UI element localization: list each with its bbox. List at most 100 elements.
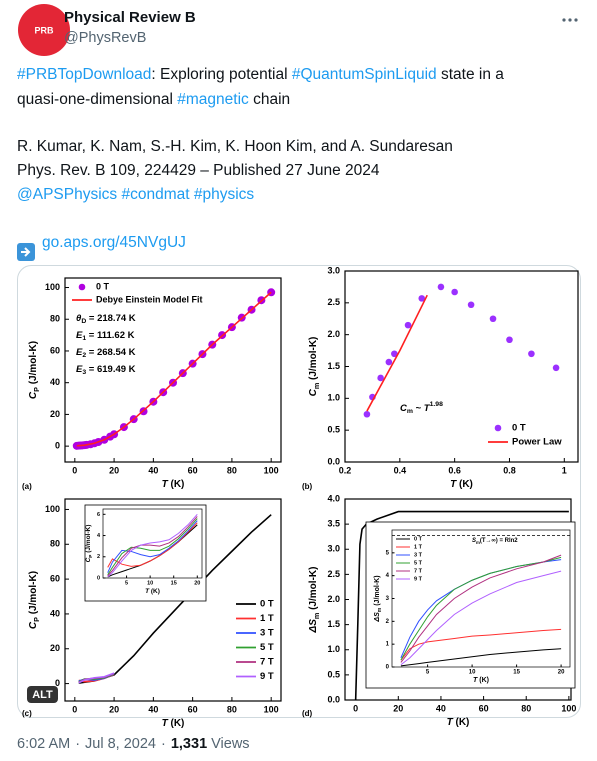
label: T (K) bbox=[450, 479, 473, 490]
label: Cm (J/mol-K) bbox=[308, 337, 322, 397]
label: Sm(T→∞) = Rln2 bbox=[472, 538, 518, 545]
x-tick-label: 0 bbox=[72, 465, 77, 475]
label-part: T bbox=[473, 677, 478, 684]
author-handle[interactable]: @PhysRevB bbox=[64, 30, 147, 46]
label-part: (J/mol-K) bbox=[28, 341, 39, 387]
x-tick-label: 100 bbox=[561, 703, 576, 713]
label-part: 3 bbox=[82, 369, 86, 376]
data-point bbox=[404, 321, 412, 329]
link[interactable]: #physics bbox=[193, 186, 255, 203]
legend-label: 5 T bbox=[414, 560, 423, 566]
panel-label: (c) bbox=[22, 709, 32, 718]
label-part: (J/mol-K) bbox=[85, 525, 92, 555]
x-tick-label: 20 bbox=[558, 670, 565, 676]
y-tick-label: 80 bbox=[50, 314, 60, 324]
y-tick-label: 4.0 bbox=[327, 493, 340, 503]
x-tick-label: 0.2 bbox=[339, 465, 352, 475]
label-part: 1 bbox=[82, 335, 86, 342]
label-part: T bbox=[145, 588, 150, 595]
x-tick-label: 100 bbox=[264, 465, 279, 475]
y-tick-label: 100 bbox=[45, 282, 60, 292]
y-tick-label: 6 bbox=[97, 512, 100, 518]
x-tick-label: 0 bbox=[72, 704, 77, 714]
label-part: m bbox=[476, 540, 480, 545]
inset-frame bbox=[365, 521, 576, 689]
legend-label: 5 T bbox=[260, 642, 274, 653]
label: T (K) bbox=[447, 717, 470, 728]
author-name[interactable]: Physical Review B bbox=[64, 9, 196, 26]
label-part: 1.98 bbox=[430, 401, 443, 408]
x-tick-label: 1 bbox=[562, 465, 567, 475]
data-line bbox=[366, 294, 428, 412]
link[interactable]: #magnetic bbox=[177, 91, 249, 108]
label-part: (J/mol-K) bbox=[308, 337, 319, 383]
link[interactable]: #condmat bbox=[121, 186, 190, 203]
data-line bbox=[354, 510, 569, 701]
legend-label: 0 T bbox=[414, 536, 423, 542]
label-part: = 218.74 K bbox=[86, 313, 136, 324]
y-tick-label: 2.5 bbox=[327, 569, 340, 579]
y-tick-label: 3.0 bbox=[327, 544, 340, 554]
legend-label: 1 T bbox=[260, 613, 274, 624]
y-tick-label: 5 bbox=[386, 550, 390, 556]
label-part: m bbox=[312, 383, 321, 389]
link[interactable]: @APSPhysics bbox=[17, 186, 118, 203]
label-part: ΔS bbox=[308, 619, 319, 634]
y-tick-label: 0.5 bbox=[327, 425, 340, 435]
footer-text: · bbox=[161, 736, 166, 752]
x-tick-label: 0.8 bbox=[503, 465, 516, 475]
footer-text: 6:02 AM bbox=[17, 736, 71, 752]
panel-label: (b) bbox=[302, 482, 313, 491]
label-part: E bbox=[76, 347, 83, 358]
data-point bbox=[489, 315, 497, 323]
label: E3 = 619.49 K bbox=[76, 364, 136, 377]
label-part: (K) bbox=[477, 677, 489, 684]
data-point bbox=[377, 374, 384, 382]
text: Phys. Rev. B 109, 224429 – Published 27 … bbox=[17, 162, 380, 179]
link[interactable]: go.aps.org/45NVgUJ bbox=[42, 234, 186, 251]
label-part: P bbox=[88, 555, 93, 558]
link[interactable]: #QuantumSpinLiquid bbox=[291, 66, 437, 83]
y-tick-label: 0 bbox=[386, 665, 390, 671]
label: T (K) bbox=[162, 718, 185, 729]
y-tick-label: 4 bbox=[386, 573, 390, 579]
legend-label: 9 T bbox=[260, 671, 274, 682]
y-tick-label: 3.5 bbox=[327, 519, 340, 529]
data-line bbox=[107, 513, 198, 578]
label-part: C bbox=[308, 388, 319, 396]
legend-label: Debye Einstein Model Fit bbox=[96, 294, 203, 304]
tweet-footer: 6:02 AM · Jul 8, 2024 · 1,331 Views bbox=[17, 736, 255, 752]
tweet-line: R. Kumar, K. Nam, S.-H. Kim, K. Hoon Kim… bbox=[17, 136, 453, 158]
legend-label: 7 T bbox=[260, 657, 274, 668]
text: R. Kumar, K. Nam, S.-H. Kim, K. Hoon Kim… bbox=[17, 138, 453, 155]
avatar[interactable] bbox=[18, 4, 70, 56]
legend-label: 3 T bbox=[260, 628, 274, 639]
label-part: D bbox=[81, 318, 86, 325]
label-part: m bbox=[312, 613, 321, 619]
label-part: (K) bbox=[168, 718, 185, 729]
more-menu[interactable] bbox=[562, 18, 578, 22]
legend-label: 9 T bbox=[414, 576, 423, 582]
text: : Exploring potential bbox=[151, 66, 292, 83]
tweet-line: go.aps.org/45NVgUJ bbox=[42, 232, 186, 254]
x-tick-label: 15 bbox=[171, 580, 177, 586]
y-tick-label: 0 bbox=[55, 678, 60, 688]
x-tick-label: 10 bbox=[147, 580, 153, 586]
y-tick-label: 2 bbox=[97, 554, 100, 560]
x-tick-label: 5 bbox=[426, 670, 430, 676]
y-tick-label: 0 bbox=[55, 441, 60, 451]
label-part: (J/mol-K) bbox=[308, 567, 319, 613]
label-part: C bbox=[28, 391, 39, 399]
x-tick-label: 60 bbox=[188, 465, 198, 475]
footer-text: Jul 8, 2024 bbox=[85, 736, 156, 752]
label-part: C bbox=[400, 403, 407, 414]
label: ΔSm (J/mol-K) bbox=[374, 575, 383, 622]
y-tick-label: 40 bbox=[50, 608, 60, 618]
label: CP (J/mol-K) bbox=[28, 571, 42, 629]
label: ΔSm (J/mol-K) bbox=[308, 567, 322, 634]
data-point bbox=[467, 301, 475, 309]
link[interactable]: #PRBTopDownload bbox=[17, 66, 152, 83]
data-line bbox=[400, 648, 562, 667]
x-tick-label: 80 bbox=[521, 703, 531, 713]
